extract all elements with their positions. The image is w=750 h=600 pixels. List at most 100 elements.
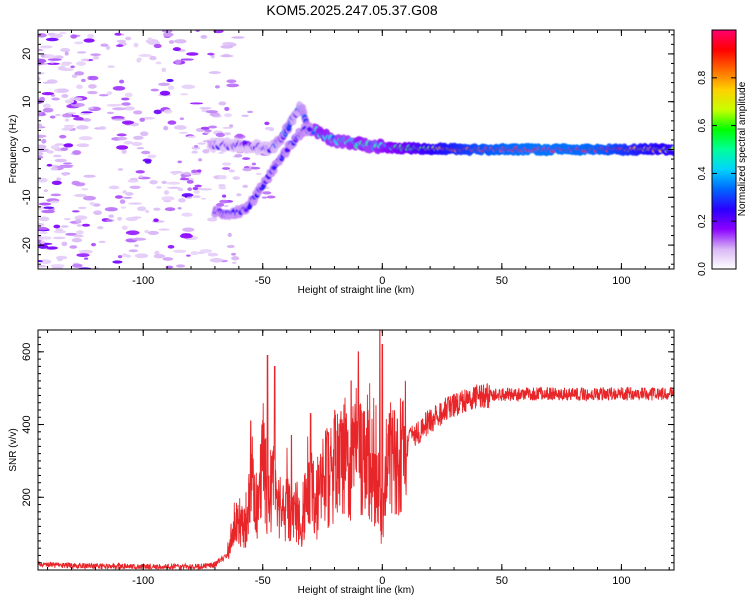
noise-speckle (121, 120, 135, 125)
noise-speckle (47, 58, 62, 61)
noise-speckle (251, 162, 257, 166)
noise-speckle (164, 207, 176, 212)
snr-y-label: SNR (v/v) (8, 428, 19, 471)
noise-speckle (76, 230, 84, 235)
noise-speckle (150, 88, 160, 92)
noise-speckle (187, 187, 193, 191)
noise-speckle (38, 76, 41, 82)
noise-speckle (182, 227, 195, 232)
noise-speckle (116, 133, 127, 137)
noise-speckle (218, 101, 227, 106)
noise-speckle (194, 144, 199, 148)
noise-speckle (198, 158, 203, 162)
noise-speckle (135, 170, 145, 174)
noise-speckle (51, 97, 60, 101)
noise-speckle (156, 186, 162, 189)
noise-speckle (236, 193, 242, 197)
noise-speckle (60, 48, 70, 52)
noise-speckle (40, 240, 45, 245)
noise-speckle (74, 41, 84, 45)
noise-speckle (147, 154, 157, 159)
noise-speckle (71, 74, 78, 79)
noise-speckle (38, 202, 52, 206)
noise-speckle (181, 233, 192, 236)
noise-speckle (42, 206, 55, 209)
noise-speckle (226, 79, 237, 84)
noise-speckle (224, 204, 229, 208)
noise-speckle (60, 147, 69, 151)
noise-speckle (220, 44, 234, 49)
noise-speckle (242, 157, 251, 160)
noise-speckle (72, 150, 82, 155)
noise-speckle (200, 34, 208, 39)
noise-speckle (50, 145, 60, 150)
noise-speckle (108, 214, 115, 219)
noise-speckle (42, 107, 54, 113)
noise-speckle (127, 179, 139, 183)
noise-speckle (62, 172, 68, 177)
noise-speckle (172, 171, 178, 176)
noise-speckle (167, 244, 175, 249)
noise-speckle (125, 36, 132, 41)
noise-speckle (64, 126, 73, 131)
noise-speckle (98, 94, 109, 97)
noise-speckle (45, 37, 59, 42)
noise-speckle (145, 209, 150, 213)
noise-speckle (149, 55, 157, 61)
noise-speckle (189, 102, 204, 105)
noise-speckle (97, 225, 104, 230)
noise-speckle (173, 39, 187, 44)
snr-y-tick-label: 400 (21, 415, 33, 433)
noise-speckle (261, 196, 268, 199)
noise-speckle (191, 150, 198, 154)
noise-speckle (70, 34, 78, 39)
noise-speckle (229, 124, 234, 128)
noise-speckle (144, 229, 149, 234)
noise-speckle (64, 99, 75, 104)
noise-speckle (38, 226, 49, 231)
noise-speckle (74, 215, 88, 220)
noise-speckle (181, 193, 194, 198)
noise-speckle (41, 91, 55, 96)
noise-speckle (46, 163, 53, 167)
noise-speckle (38, 216, 50, 222)
noise-speckle (93, 210, 103, 216)
noise-speckle (147, 230, 159, 235)
noise-speckle (122, 253, 128, 258)
noise-speckle (149, 179, 158, 185)
snr-panel: -100 -50 0 50 100 200 400 600 Height of straigh… (8, 329, 675, 596)
spectrogram-x-tick-label: 100 (612, 275, 630, 287)
noise-speckle (61, 93, 69, 99)
noise-speckle (255, 172, 262, 176)
noise-speckle (129, 185, 141, 190)
noise-speckle (39, 231, 48, 235)
noise-speckle (71, 210, 80, 213)
noise-speckle (117, 255, 123, 259)
noise-speckle (122, 190, 127, 194)
noise-speckle (226, 244, 235, 249)
spectrogram-x-tick-label: 0 (379, 275, 385, 287)
noise-speckle (61, 241, 68, 247)
noise-speckle (107, 65, 115, 68)
spectrogram-y-tick-label: 20 (21, 48, 33, 60)
noise-speckle (87, 33, 95, 39)
noise-speckle (161, 180, 167, 185)
noise-speckle (52, 55, 64, 60)
noise-speckle (144, 160, 152, 164)
noise-speckle (209, 258, 224, 263)
noise-speckle (241, 114, 249, 118)
noise-speckle (177, 207, 182, 210)
noise-speckle (141, 150, 151, 155)
noise-speckle (121, 225, 128, 230)
noise-speckle (70, 65, 75, 69)
noise-speckle (63, 143, 74, 148)
noise-speckle (112, 107, 127, 111)
noise-speckle (132, 135, 144, 140)
noise-speckle (207, 217, 218, 222)
noise-speckle (221, 167, 231, 170)
noise-speckle (38, 71, 45, 75)
noise-speckle (231, 252, 237, 256)
noise-speckle (120, 97, 130, 101)
noise-speckle (193, 189, 200, 194)
